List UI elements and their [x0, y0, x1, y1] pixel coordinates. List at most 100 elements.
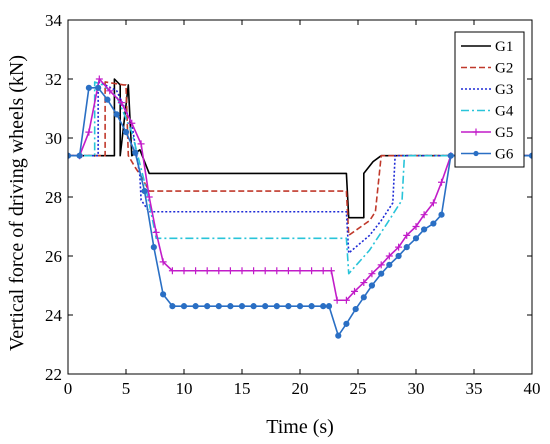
data-point: [528, 152, 532, 159]
data-point: [403, 231, 411, 239]
data-point: [169, 303, 176, 310]
data-point: [152, 228, 160, 236]
data-point: [412, 223, 420, 230]
y-tick-label: 22: [45, 365, 62, 384]
data-point: [85, 128, 93, 136]
data-point: [104, 96, 111, 103]
data-point: [368, 270, 376, 278]
data-point: [438, 211, 445, 218]
x-tick-label: 15: [234, 379, 251, 398]
legend-marker: [473, 150, 479, 157]
data-point: [180, 303, 188, 310]
legend: G1 G2 G3 G4 G5 G6: [454, 31, 525, 168]
data-point: [215, 303, 222, 310]
data-point: [203, 267, 211, 275]
data-point: [215, 267, 223, 275]
legend-item-g3: G3: [461, 82, 513, 98]
data-point: [168, 267, 176, 275]
data-point: [395, 252, 402, 260]
data-point: [128, 119, 136, 127]
data-point: [262, 303, 269, 310]
data-point: [421, 226, 428, 233]
data-point: [238, 267, 246, 275]
x-tick-label: 30: [408, 379, 425, 398]
data-point: [386, 261, 393, 268]
legend-label: G5: [495, 125, 513, 141]
x-tick-label: 10: [176, 379, 193, 398]
y-tick-label: 34: [45, 11, 63, 30]
x-tick-label: 20: [292, 379, 309, 398]
x-tick-label: 0: [64, 379, 73, 398]
legend-label: G1: [495, 39, 513, 55]
legend-item-g2: G2: [461, 61, 513, 77]
data-point: [192, 267, 200, 275]
legend-item-g6: G6: [461, 147, 514, 163]
x-axis-label: Time (s): [266, 416, 334, 438]
data-point: [238, 303, 246, 310]
y-tick-label: 30: [45, 129, 62, 148]
legend-label: G3: [495, 82, 513, 98]
data-point: [159, 258, 167, 266]
data-point: [320, 303, 327, 310]
data-point: [430, 220, 437, 227]
data-point: [325, 303, 333, 310]
data-point: [250, 267, 258, 275]
data-point: [137, 140, 145, 148]
data-point: [273, 303, 280, 310]
data-point: [296, 303, 304, 310]
data-point: [145, 193, 153, 201]
data-point: [378, 270, 385, 277]
data-point: [438, 178, 446, 186]
data-point: [335, 332, 342, 339]
data-point: [327, 267, 335, 275]
data-point: [403, 244, 410, 251]
data-point: [296, 267, 304, 275]
data-point: [368, 282, 376, 289]
y-tick-label: 32: [45, 70, 62, 89]
x-tick-label: 25: [350, 379, 367, 398]
data-point: [132, 149, 139, 156]
data-point: [204, 303, 211, 310]
data-point: [273, 267, 281, 275]
data-point: [333, 296, 341, 304]
data-point: [250, 303, 257, 310]
series-g4: [68, 81, 532, 275]
y-tick-label: 24: [45, 306, 63, 325]
data-point: [412, 235, 420, 242]
data-point: [285, 303, 292, 310]
data-point: [360, 294, 367, 301]
data-point: [343, 320, 350, 327]
legend-item-g5: G5: [461, 125, 513, 141]
data-point: [150, 244, 157, 251]
data-point: [122, 129, 130, 136]
data-point: [308, 303, 315, 310]
data-point: [352, 306, 359, 313]
x-tick-label: 5: [122, 379, 131, 398]
y-axis-label: Vertical force of driving wheels (kN): [6, 55, 28, 351]
legend-marker: [472, 128, 480, 136]
data-point: [351, 287, 359, 295]
data-point: [226, 267, 234, 275]
data-point: [360, 279, 368, 287]
data-point: [106, 87, 114, 95]
data-point: [447, 152, 454, 159]
data-point: [385, 252, 393, 260]
data-point: [261, 267, 269, 275]
data-point: [180, 267, 188, 275]
y-tick-label: 28: [45, 188, 62, 207]
y-tick-label: 26: [45, 247, 62, 266]
legend-item-g1: G1: [461, 39, 513, 55]
data-point: [420, 211, 428, 219]
data-point: [76, 152, 83, 159]
data-point: [429, 199, 437, 207]
legend-label: G2: [495, 61, 513, 77]
data-point: [85, 84, 92, 91]
series-g6: [68, 84, 532, 339]
data-point: [284, 267, 292, 275]
series-line-g3: [68, 81, 532, 254]
data-point: [227, 303, 234, 310]
data-point: [342, 296, 350, 304]
data-point: [160, 291, 167, 298]
data-point: [377, 261, 385, 269]
